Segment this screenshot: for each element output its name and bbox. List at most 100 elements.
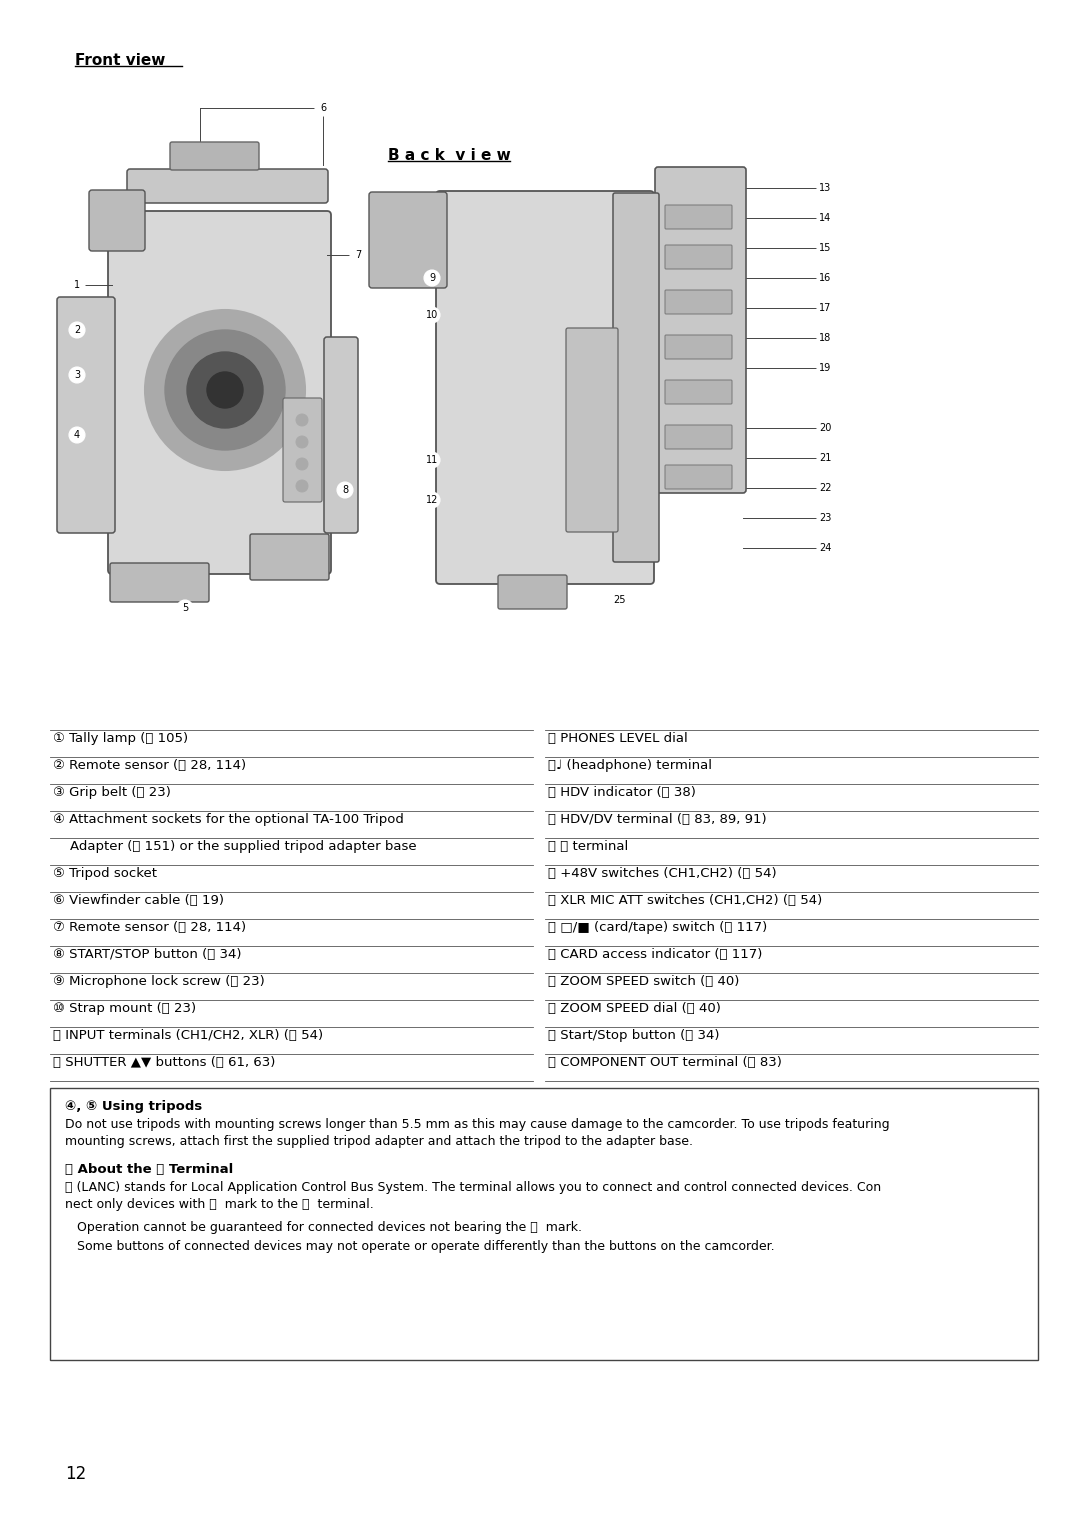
Text: 16: 16 — [819, 273, 832, 282]
Text: ⑶ ZOOM SPEED dial (⧉ 40): ⑶ ZOOM SPEED dial (⧉ 40) — [548, 1003, 720, 1015]
Circle shape — [296, 481, 308, 491]
Text: ③ Grip belt (⧉ 23): ③ Grip belt (⧉ 23) — [53, 786, 171, 800]
FancyBboxPatch shape — [170, 142, 259, 169]
Circle shape — [816, 301, 833, 316]
Text: 14: 14 — [819, 214, 832, 223]
Text: nect only devices with ⒱  mark to the ⒱  terminal.: nect only devices with ⒱ mark to the ⒱ t… — [65, 1198, 374, 1212]
FancyBboxPatch shape — [566, 328, 618, 533]
Text: 8: 8 — [342, 485, 348, 494]
Text: Front view: Front view — [75, 53, 165, 69]
Circle shape — [612, 592, 627, 607]
Text: ④ Attachment sockets for the optional TA-100 Tripod: ④ Attachment sockets for the optional TA… — [53, 813, 404, 826]
Circle shape — [816, 360, 833, 375]
Text: ⑤ Tripod socket: ⑤ Tripod socket — [53, 867, 157, 881]
Circle shape — [207, 372, 243, 407]
Text: 24: 24 — [819, 543, 832, 552]
FancyBboxPatch shape — [324, 337, 357, 533]
FancyBboxPatch shape — [249, 534, 329, 580]
Circle shape — [816, 420, 833, 436]
Circle shape — [816, 450, 833, 465]
Text: B a c k  v i e w: B a c k v i e w — [388, 148, 511, 163]
Text: ⑰ About the ⒱ Terminal: ⑰ About the ⒱ Terminal — [65, 1163, 233, 1177]
FancyBboxPatch shape — [665, 465, 732, 488]
Text: 9: 9 — [429, 273, 435, 282]
Text: mounting screws, attach first the supplied tripod adapter and attach the tripod : mounting screws, attach first the suppli… — [65, 1135, 693, 1148]
Text: 22: 22 — [819, 484, 832, 493]
Text: 2: 2 — [73, 325, 80, 336]
Text: Some buttons of connected devices may not operate or operate differently than th: Some buttons of connected devices may no… — [65, 1241, 774, 1253]
FancyBboxPatch shape — [127, 169, 328, 203]
Text: 4: 4 — [73, 430, 80, 439]
Text: ⑪ INPUT terminals (CH1/CH2, XLR) (⧉ 54): ⑪ INPUT terminals (CH1/CH2, XLR) (⧉ 54) — [53, 1029, 323, 1042]
Circle shape — [296, 436, 308, 449]
Circle shape — [296, 458, 308, 470]
FancyBboxPatch shape — [89, 191, 145, 250]
FancyBboxPatch shape — [108, 211, 330, 574]
FancyBboxPatch shape — [654, 166, 746, 493]
Text: 21: 21 — [819, 453, 832, 462]
Circle shape — [177, 600, 193, 617]
Text: 17: 17 — [819, 304, 832, 313]
Text: 11: 11 — [426, 455, 438, 465]
Circle shape — [816, 330, 833, 346]
FancyBboxPatch shape — [369, 192, 447, 288]
Text: ④, ⑤ Using tripods: ④, ⑤ Using tripods — [65, 1100, 202, 1112]
Text: 13: 13 — [819, 183, 832, 192]
Text: ⑧ START/STOP button (⧉ 34): ⑧ START/STOP button (⧉ 34) — [53, 948, 242, 961]
Text: Do not use tripods with mounting screws longer than 5.5 mm as this may cause dam: Do not use tripods with mounting screws … — [65, 1119, 890, 1131]
Circle shape — [816, 211, 833, 226]
Text: ⑳ □/■ (card/tape) switch (⧉ 117): ⑳ □/■ (card/tape) switch (⧉ 117) — [548, 922, 767, 934]
FancyBboxPatch shape — [665, 204, 732, 229]
Circle shape — [165, 330, 285, 450]
Text: ⑭♩ (headphone) terminal: ⑭♩ (headphone) terminal — [548, 758, 712, 772]
FancyBboxPatch shape — [665, 246, 732, 269]
Circle shape — [816, 270, 833, 285]
Text: 19: 19 — [819, 363, 832, 372]
Text: ⑯ HDV/DV terminal (⧉ 83, 89, 91): ⑯ HDV/DV terminal (⧉ 83, 89, 91) — [548, 813, 767, 826]
Text: 12: 12 — [65, 1465, 86, 1483]
Text: ① Tally lamp (⧉ 105): ① Tally lamp (⧉ 105) — [53, 732, 188, 745]
Text: ⑮ HDV indicator (⧉ 38): ⑮ HDV indicator (⧉ 38) — [548, 786, 696, 800]
FancyBboxPatch shape — [110, 563, 210, 601]
FancyBboxPatch shape — [436, 191, 654, 584]
Text: 18: 18 — [819, 333, 832, 343]
FancyBboxPatch shape — [665, 336, 732, 359]
Circle shape — [69, 278, 85, 293]
Text: ⑬ PHONES LEVEL dial: ⑬ PHONES LEVEL dial — [548, 732, 688, 745]
Circle shape — [69, 366, 85, 383]
FancyBboxPatch shape — [665, 426, 732, 449]
FancyBboxPatch shape — [665, 380, 732, 404]
Circle shape — [350, 247, 366, 262]
Text: 1: 1 — [73, 279, 80, 290]
Circle shape — [424, 270, 440, 285]
Text: ⑴ CARD access indicator (⧉ 117): ⑴ CARD access indicator (⧉ 117) — [548, 948, 762, 961]
Text: ⑩ Strap mount (⧉ 23): ⑩ Strap mount (⧉ 23) — [53, 1003, 197, 1015]
Circle shape — [145, 310, 305, 470]
Text: 3: 3 — [73, 369, 80, 380]
FancyBboxPatch shape — [613, 192, 659, 562]
Circle shape — [69, 427, 85, 443]
Text: ② Remote sensor (⧉ 28, 114): ② Remote sensor (⧉ 28, 114) — [53, 758, 246, 772]
Circle shape — [296, 414, 308, 426]
Text: 10: 10 — [426, 310, 438, 320]
Text: ⑫ SHUTTER ▲▼ buttons (⧉ 61, 63): ⑫ SHUTTER ▲▼ buttons (⧉ 61, 63) — [53, 1056, 275, 1070]
FancyBboxPatch shape — [283, 398, 322, 502]
Circle shape — [424, 491, 440, 508]
Text: 20: 20 — [819, 423, 832, 433]
Circle shape — [816, 180, 833, 195]
Circle shape — [337, 482, 353, 497]
Text: ⑵ ZOOM SPEED switch (⧉ 40): ⑵ ZOOM SPEED switch (⧉ 40) — [548, 975, 740, 987]
Text: 7: 7 — [355, 250, 361, 259]
Text: ⑰ ⒱ terminal: ⑰ ⒱ terminal — [548, 839, 629, 853]
Text: 23: 23 — [819, 513, 832, 523]
Text: ⑷ Start/Stop button (⧉ 34): ⑷ Start/Stop button (⧉ 34) — [548, 1029, 719, 1042]
Text: 15: 15 — [819, 243, 832, 253]
FancyBboxPatch shape — [498, 575, 567, 609]
Text: ⑥ Viewfinder cable (⧉ 19): ⑥ Viewfinder cable (⧉ 19) — [53, 894, 224, 906]
Text: ⒱ (LANC) stands for Local Application Control Bus System. The terminal allows yo: ⒱ (LANC) stands for Local Application Co… — [65, 1181, 881, 1193]
Text: ⑸ COMPONENT OUT terminal (⧉ 83): ⑸ COMPONENT OUT terminal (⧉ 83) — [548, 1056, 782, 1070]
Text: 12: 12 — [426, 494, 438, 505]
Circle shape — [816, 240, 833, 256]
Circle shape — [69, 322, 85, 337]
Text: Adapter (⧉ 151) or the supplied tripod adapter base: Adapter (⧉ 151) or the supplied tripod a… — [53, 839, 417, 853]
